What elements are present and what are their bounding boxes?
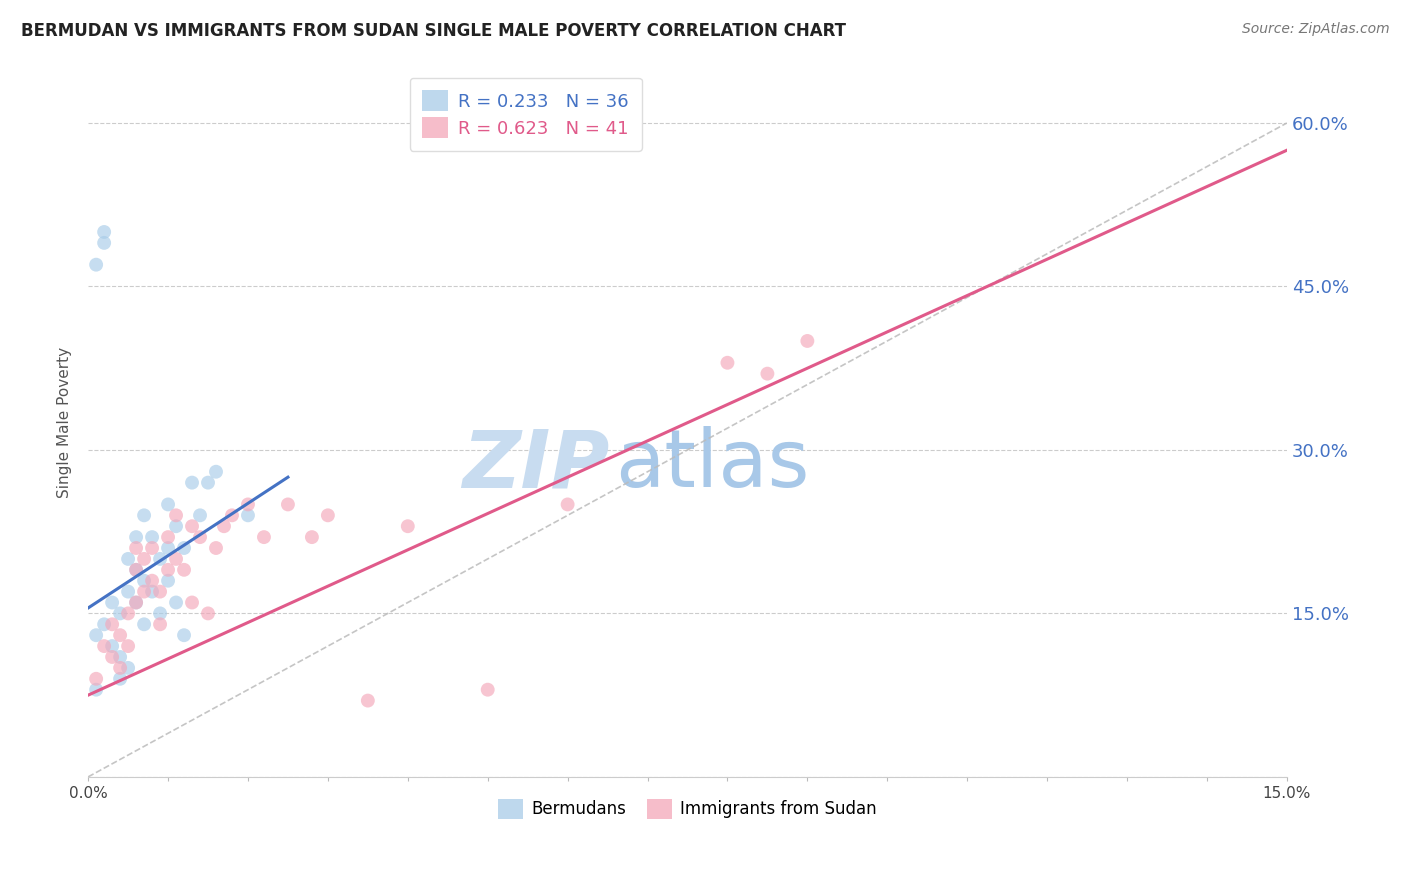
Point [173,563,195,577]
Point [108,672,131,686]
Point [557,497,579,511]
Point [157,497,180,511]
Point [212,519,235,533]
Point [165,552,187,566]
Point [132,552,155,566]
Point [141,584,163,599]
Point [181,519,204,533]
Point [125,530,148,544]
Point [149,552,172,566]
Point [157,541,180,555]
Point [101,595,124,609]
Point [173,541,195,555]
Point [132,574,155,588]
Point [93,639,115,653]
Point [236,497,259,511]
Point [125,595,148,609]
Text: BERMUDAN VS IMMIGRANTS FROM SUDAN SINGLE MALE POVERTY CORRELATION CHART: BERMUDAN VS IMMIGRANTS FROM SUDAN SINGLE… [21,22,846,40]
Point [221,508,243,523]
Point [316,508,339,523]
Legend: Bermudans, Immigrants from Sudan: Bermudans, Immigrants from Sudan [492,793,883,825]
Point [197,475,219,490]
Point [141,530,163,544]
Y-axis label: Single Male Poverty: Single Male Poverty [58,347,72,499]
Point [84,682,107,697]
Point [108,650,131,665]
Point [165,508,187,523]
Point [117,584,139,599]
Point [125,541,148,555]
Point [181,475,204,490]
Point [188,530,211,544]
Point [93,617,115,632]
Point [277,497,299,511]
Point [117,661,139,675]
Point [157,563,180,577]
Point [108,607,131,621]
Point [117,639,139,653]
Text: atlas: atlas [616,426,810,504]
Point [108,661,131,675]
Point [716,356,738,370]
Point [125,563,148,577]
Point [301,530,323,544]
Point [125,563,148,577]
Point [756,367,779,381]
Point [93,235,115,250]
Point [101,639,124,653]
Point [205,541,228,555]
Point [796,334,818,348]
Point [188,508,211,523]
Text: Source: ZipAtlas.com: Source: ZipAtlas.com [1241,22,1389,37]
Text: ZIP: ZIP [463,426,610,504]
Point [117,552,139,566]
Point [141,541,163,555]
Point [149,617,172,632]
Point [84,628,107,642]
Point [117,607,139,621]
Point [132,617,155,632]
Point [165,519,187,533]
Point [141,574,163,588]
Point [157,574,180,588]
Point [149,607,172,621]
Point [108,628,131,642]
Point [197,607,219,621]
Point [253,530,276,544]
Point [357,693,380,707]
Point [125,595,148,609]
Point [101,650,124,665]
Point [84,672,107,686]
Point [205,465,228,479]
Point [173,628,195,642]
Point [84,258,107,272]
Point [477,682,499,697]
Point [149,584,172,599]
Point [132,508,155,523]
Point [396,519,419,533]
Point [165,595,187,609]
Point [132,584,155,599]
Point [181,595,204,609]
Point [157,530,180,544]
Point [93,225,115,239]
Point [236,508,259,523]
Point [101,617,124,632]
